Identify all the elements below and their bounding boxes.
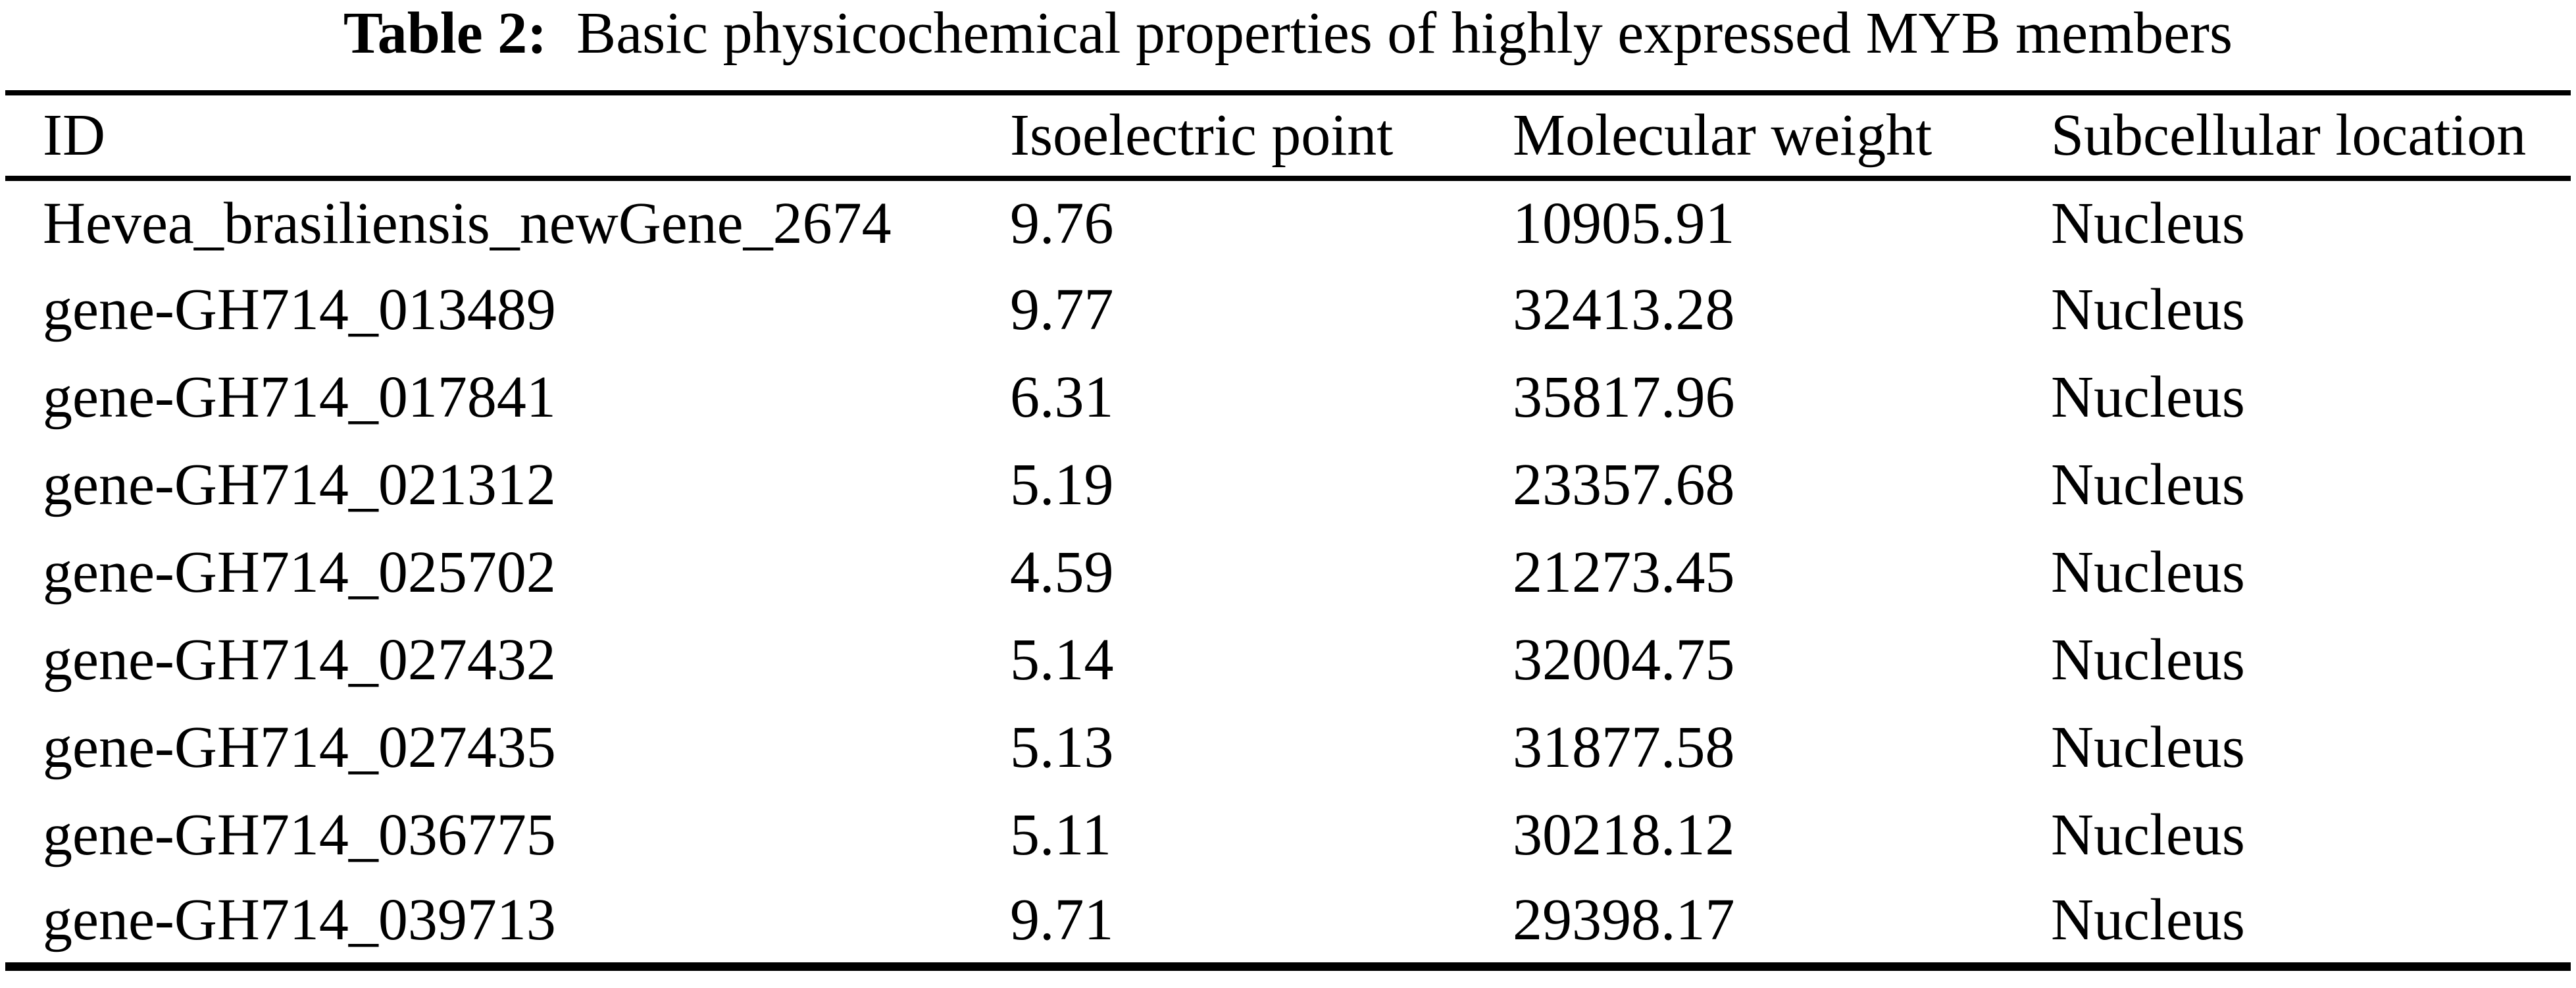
table-body: Hevea_brasiliensis_newGene_2674 9.76 109…	[5, 178, 2571, 966]
cell-isoelectric-point: 6.31	[1010, 364, 1114, 430]
cell-isoelectric-point: 4.59	[1010, 539, 1114, 605]
cell-id: gene-GH714_039713	[43, 887, 556, 953]
table-row: Hevea_brasiliensis_newGene_2674 9.76 109…	[5, 178, 2571, 266]
cell-subcellular-location: Nucleus	[2051, 627, 2245, 692]
cell-molecular-weight: 30218.12	[1513, 802, 1735, 868]
cell-isoelectric-point: 5.11	[1010, 802, 1112, 868]
properties-table: ID Isoelectric point Molecular weight Su…	[5, 90, 2571, 971]
cell-molecular-weight: 31877.58	[1513, 714, 1735, 780]
cell-isoelectric-point: 5.14	[1010, 627, 1114, 692]
cell-molecular-weight: 32004.75	[1513, 627, 1735, 692]
cell-subcellular-location: Nucleus	[2051, 364, 2245, 430]
table-caption: Table 2: Basic physicochemical properties…	[0, 1, 2576, 66]
col-header-isoelectric-point: Isoelectric point	[1010, 103, 1394, 168]
cell-molecular-weight: 21273.45	[1513, 539, 1735, 605]
cell-subcellular-location: Nucleus	[2051, 539, 2245, 605]
table-row: gene-GH714_017841 6.31 35817.96 Nucleus	[5, 353, 2571, 441]
cell-molecular-weight: 29398.17	[1513, 887, 1735, 953]
cell-subcellular-location: Nucleus	[2051, 276, 2245, 342]
table-row: gene-GH714_027435 5.13 31877.58 Nucleus	[5, 704, 2571, 791]
cell-subcellular-location: Nucleus	[2051, 452, 2245, 517]
table-caption-text: Basic physicochemical properties of high…	[576, 1, 2233, 66]
cell-isoelectric-point: 5.19	[1010, 452, 1114, 517]
table-row: gene-GH714_027432 5.14 32004.75 Nucleus	[5, 616, 2571, 704]
table-caption-label: Table 2:	[343, 1, 547, 66]
cell-id: gene-GH714_017841	[43, 364, 556, 430]
table-header-row: ID Isoelectric point Molecular weight Su…	[5, 93, 2571, 178]
cell-subcellular-location: Nucleus	[2051, 714, 2245, 780]
cell-isoelectric-point: 9.71	[1010, 887, 1114, 953]
cell-subcellular-location: Nucleus	[2051, 190, 2245, 256]
col-header-molecular-weight: Molecular weight	[1513, 103, 1932, 168]
cell-id: gene-GH714_027435	[43, 714, 556, 780]
col-header-id: ID	[43, 103, 105, 168]
table-row: gene-GH714_021312 5.19 23357.68 Nucleus	[5, 441, 2571, 529]
table-row: gene-GH714_039713 9.71 29398.17 Nucleus	[5, 879, 2571, 966]
cell-id: Hevea_brasiliensis_newGene_2674	[43, 190, 892, 256]
cell-molecular-weight: 35817.96	[1513, 364, 1735, 430]
cell-id: gene-GH714_027432	[43, 627, 556, 692]
cell-molecular-weight: 32413.28	[1513, 276, 1735, 342]
cell-id: gene-GH714_036775	[43, 802, 556, 868]
col-header-subcellular-location: Subcellular location	[2051, 103, 2527, 168]
cell-subcellular-location: Nucleus	[2051, 887, 2245, 953]
cell-subcellular-location: Nucleus	[2051, 802, 2245, 868]
cell-id: gene-GH714_021312	[43, 452, 556, 517]
table-row: gene-GH714_036775 5.11 30218.12 Nucleus	[5, 791, 2571, 879]
cell-isoelectric-point: 9.77	[1010, 276, 1114, 342]
cell-isoelectric-point: 9.76	[1010, 190, 1114, 256]
cell-isoelectric-point: 5.13	[1010, 714, 1114, 780]
cell-molecular-weight: 10905.91	[1513, 190, 1735, 256]
table-row: gene-GH714_025702 4.59 21273.45 Nucleus	[5, 529, 2571, 616]
cell-id: gene-GH714_013489	[43, 276, 556, 342]
cell-id: gene-GH714_025702	[43, 539, 556, 605]
table-row: gene-GH714_013489 9.77 32413.28 Nucleus	[5, 266, 2571, 353]
cell-molecular-weight: 23357.68	[1513, 452, 1735, 517]
